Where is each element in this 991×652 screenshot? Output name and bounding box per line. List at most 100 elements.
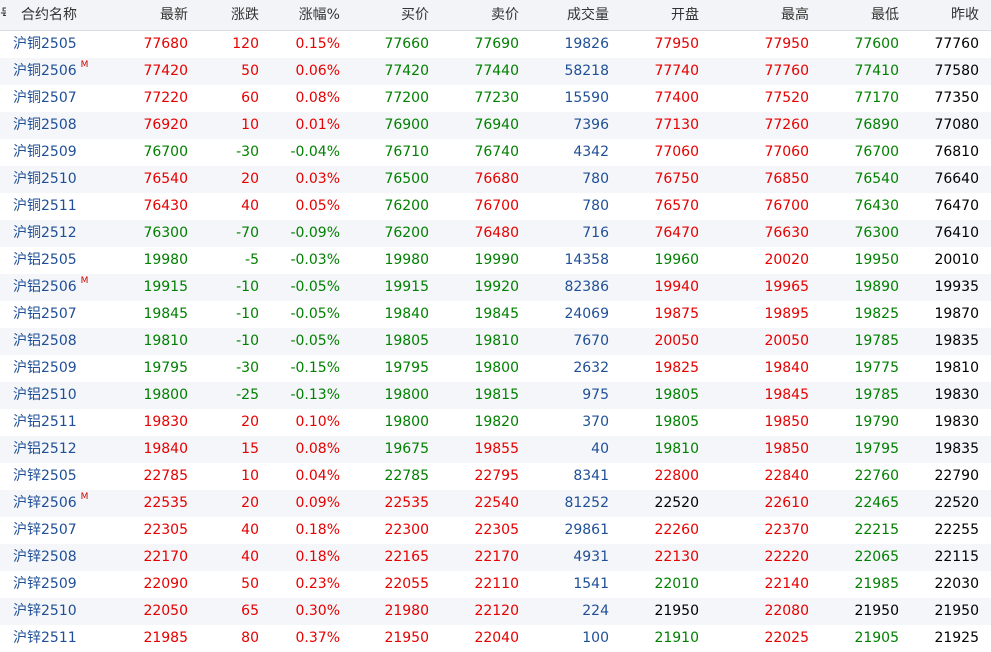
table-row[interactable]: 沪铜2508 76920 10 0.01% 76900 76940 7396 77130 772… bbox=[0, 112, 991, 139]
table-row[interactable]: 沪铜2505 77680 120 0.15% 77660 77690 19826 77950 7… bbox=[0, 31, 991, 58]
table-row[interactable]: 沪锌2509 22090 50 0.23% 22055 22110 1541 22010 221… bbox=[0, 571, 991, 598]
contract-name[interactable]: 沪铝2512 bbox=[13, 436, 77, 463]
high-price-cell: 77760 bbox=[764, 63, 809, 79]
ask-price-cell: 19820 bbox=[474, 414, 519, 430]
change-cell: 15 bbox=[241, 441, 259, 457]
change-cell: -5 bbox=[245, 252, 259, 268]
bid-price-cell: 76200 bbox=[384, 198, 429, 214]
change-pct-cell: 0.01% bbox=[295, 117, 340, 133]
bid-price-cell: 22535 bbox=[384, 495, 429, 511]
contract-name[interactable]: 沪锌2507 bbox=[13, 517, 77, 544]
contract-name[interactable]: 沪铜2510 bbox=[13, 166, 77, 193]
header-change-pct[interactable]: 涨幅% bbox=[298, 7, 340, 23]
header-contract-name[interactable]: 合约名称 bbox=[21, 7, 77, 23]
change-pct-cell: 0.03% bbox=[295, 171, 340, 187]
change-cell: -10 bbox=[236, 306, 259, 322]
open-price-cell: 19805 bbox=[654, 387, 699, 403]
table-row[interactable]: 沪锌2508 22170 40 0.18% 22165 22170 4931 22130 222… bbox=[0, 544, 991, 571]
contract-name-text: 沪铝2510 bbox=[13, 387, 77, 403]
prev-close-cell: 76640 bbox=[934, 171, 979, 187]
table-row[interactable]: 沪铝2512 19840 15 0.08% 19675 19855 40 19810 19850… bbox=[0, 436, 991, 463]
table-row[interactable]: 沪铝2510 19800 -25 -0.13% 19800 19815 975 19805 19… bbox=[0, 382, 991, 409]
contract-name[interactable]: 沪锌2506 M bbox=[13, 490, 88, 517]
table-row[interactable]: 沪锌2511 21985 80 0.37% 21950 22040 100 21910 2202… bbox=[0, 625, 991, 652]
table-row[interactable]: 沪铝2508 19810 -10 -0.05% 19805 19810 7670 20050 2… bbox=[0, 328, 991, 355]
header-open[interactable]: 开盘 bbox=[671, 7, 699, 23]
open-price-cell: 22010 bbox=[654, 576, 699, 592]
open-price-cell: 77950 bbox=[654, 36, 699, 52]
table-row[interactable]: 沪锌2507 22305 40 0.18% 22300 22305 29861 22260 22… bbox=[0, 517, 991, 544]
table-row[interactable]: 沪铜2509 76700 -30 -0.04% 76710 76740 4342 77060 7… bbox=[0, 139, 991, 166]
header-ask[interactable]: 卖价 bbox=[491, 7, 519, 23]
header-prev-close[interactable]: 昨收 bbox=[951, 7, 979, 23]
main-contract-badge: M bbox=[80, 492, 89, 502]
table-row[interactable]: 沪铜2512 76300 -70 -0.09% 76200 76480 716 76470 76… bbox=[0, 220, 991, 247]
low-price-cell: 76700 bbox=[854, 144, 899, 160]
high-price-cell: 19840 bbox=[764, 360, 809, 376]
table-row[interactable]: 沪铝2511 19830 20 0.10% 19800 19820 370 19805 1985… bbox=[0, 409, 991, 436]
table-row[interactable]: 沪锌2510 22050 65 0.30% 21980 22120 224 21950 2208… bbox=[0, 598, 991, 625]
volume-cell: 1541 bbox=[573, 576, 609, 592]
header-high[interactable]: 最高 bbox=[781, 7, 809, 23]
contract-name[interactable]: 沪铝2509 bbox=[13, 355, 77, 382]
last-price-cell: 22785 bbox=[143, 468, 188, 484]
contract-name[interactable]: 沪铝2510 bbox=[13, 382, 77, 409]
last-price-cell: 77220 bbox=[143, 90, 188, 106]
contract-name-text: 沪锌2507 bbox=[13, 522, 77, 538]
contract-name[interactable]: 沪铜2511 bbox=[13, 193, 77, 220]
table-row[interactable]: 沪铜2510 76540 20 0.03% 76500 76680 780 76750 7685… bbox=[0, 166, 991, 193]
contract-name[interactable]: 沪铜2506 M bbox=[13, 58, 88, 85]
header-low[interactable]: 最低 bbox=[871, 7, 899, 23]
table-row[interactable]: 沪锌2506 M 22535 20 0.09% 22535 22540 81252 22520 2… bbox=[0, 490, 991, 517]
ask-price-cell: 76940 bbox=[474, 117, 519, 133]
last-price-cell: 77680 bbox=[143, 36, 188, 52]
change-cell: -10 bbox=[236, 333, 259, 349]
table-row[interactable]: 沪铝2505 19980 -5 -0.03% 19980 19990 14358 19960 2… bbox=[0, 247, 991, 274]
last-price-cell: 76300 bbox=[143, 225, 188, 241]
contract-name[interactable]: 沪锌2511 bbox=[13, 625, 77, 652]
contract-name[interactable]: 沪锌2508 bbox=[13, 544, 77, 571]
contract-name[interactable]: 沪铝2507 bbox=[13, 301, 77, 328]
open-price-cell: 19960 bbox=[654, 252, 699, 268]
contract-name-text: 沪铝2512 bbox=[13, 441, 77, 457]
table-row[interactable]: 沪铝2509 19795 -30 -0.15% 19795 19800 2632 19825 1… bbox=[0, 355, 991, 382]
header-bid[interactable]: 买价 bbox=[401, 7, 429, 23]
low-price-cell: 19795 bbox=[854, 441, 899, 457]
contract-name[interactable]: 沪铜2512 bbox=[13, 220, 77, 247]
contract-name[interactable]: 沪铜2505 bbox=[13, 31, 77, 58]
table-row[interactable]: 沪铜2506 M 77420 50 0.06% 77420 77440 58218 77740 7… bbox=[0, 58, 991, 85]
table-row[interactable]: 沪锌2505 22785 10 0.04% 22785 22795 8341 22800 228… bbox=[0, 463, 991, 490]
ask-price-cell: 22540 bbox=[474, 495, 519, 511]
table-row[interactable]: 沪铜2511 76430 40 0.05% 76200 76700 780 76570 7670… bbox=[0, 193, 991, 220]
contract-name-text: 沪铜2507 bbox=[13, 90, 77, 106]
header-volume[interactable]: 成交量 bbox=[567, 7, 609, 23]
volume-cell: 58218 bbox=[564, 63, 609, 79]
contract-name[interactable]: 沪锌2510 bbox=[13, 598, 77, 625]
header-change[interactable]: 涨跌 bbox=[231, 7, 259, 23]
contract-name[interactable]: 沪铜2507 bbox=[13, 85, 77, 112]
contract-name[interactable]: 沪铝2508 bbox=[13, 328, 77, 355]
contract-name[interactable]: 沪铝2505 bbox=[13, 247, 77, 274]
table-row[interactable]: 沪铝2506 M 19915 -10 -0.05% 19915 19920 82386 1994… bbox=[0, 274, 991, 301]
last-price-cell: 22170 bbox=[143, 549, 188, 565]
prev-close-cell: 76810 bbox=[934, 144, 979, 160]
bid-price-cell: 77420 bbox=[384, 63, 429, 79]
contract-name-text: 沪锌2509 bbox=[13, 576, 77, 592]
contract-name[interactable]: 沪铜2508 bbox=[13, 112, 77, 139]
high-price-cell: 22140 bbox=[764, 576, 809, 592]
change-pct-cell: 0.09% bbox=[295, 495, 340, 511]
last-price-cell: 76920 bbox=[143, 117, 188, 133]
contract-name[interactable]: 沪锌2505 bbox=[13, 463, 77, 490]
contract-name[interactable]: 沪铝2506 M bbox=[13, 274, 88, 301]
contract-name[interactable]: 沪锌2509 bbox=[13, 571, 77, 598]
table-row[interactable]: 沪铝2507 19845 -10 -0.05% 19840 19845 24069 19875… bbox=[0, 301, 991, 328]
high-price-cell: 19965 bbox=[764, 279, 809, 295]
open-price-cell: 22130 bbox=[654, 549, 699, 565]
contract-name[interactable]: 沪铝2511 bbox=[13, 409, 77, 436]
prev-close-cell: 22030 bbox=[934, 576, 979, 592]
table-row[interactable]: 沪铜2507 77220 60 0.08% 77200 77230 15590 77400 77… bbox=[0, 85, 991, 112]
low-price-cell: 21950 bbox=[854, 603, 899, 619]
contract-name[interactable]: 沪铜2509 bbox=[13, 139, 77, 166]
change-pct-cell: -0.05% bbox=[290, 333, 340, 349]
header-last[interactable]: 最新 bbox=[160, 7, 188, 23]
